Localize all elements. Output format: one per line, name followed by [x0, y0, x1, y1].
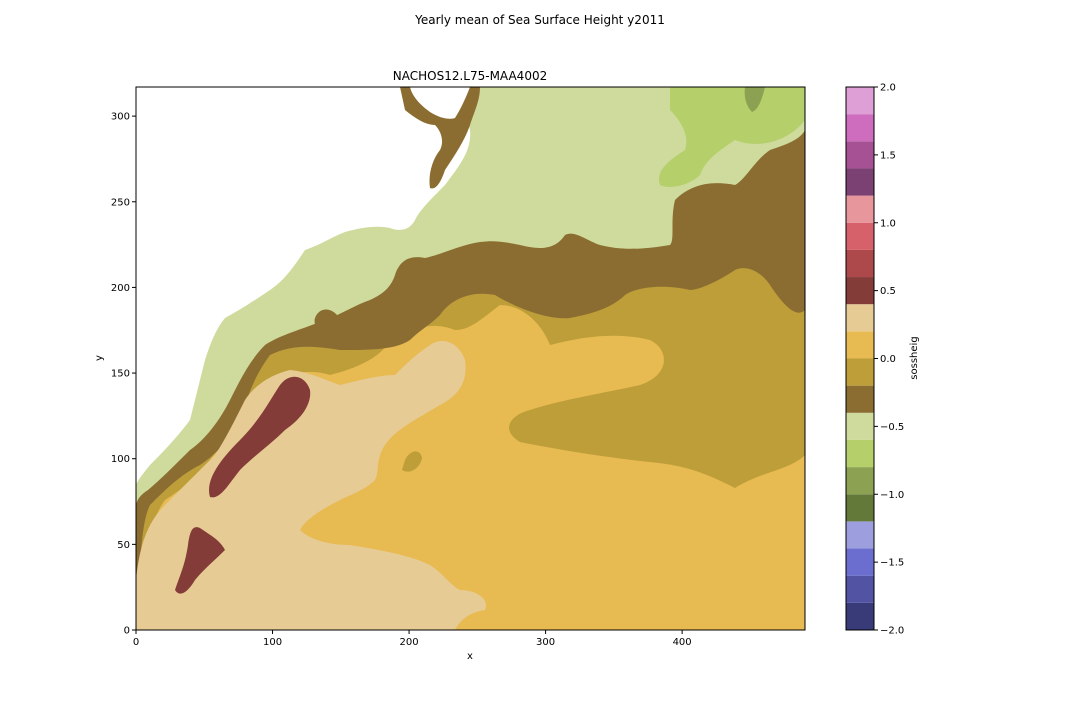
colorbar-segment — [846, 168, 874, 196]
y-tick-label: 150 — [111, 369, 130, 380]
colorbar-tick-label: −1.0 — [880, 490, 904, 501]
x-tick-label: 200 — [400, 637, 419, 648]
colorbar-segment — [846, 222, 874, 250]
colorbar-segment — [846, 494, 874, 522]
y-tick-label: 50 — [117, 540, 130, 551]
plot-frame — [135, 86, 806, 631]
land-mask — [136, 87, 480, 485]
field-warm-core — [136, 340, 486, 630]
colorbar-label: sossheig — [909, 336, 920, 379]
colorbar-segment — [846, 467, 874, 495]
colorbar-tick-label: 0.5 — [880, 286, 896, 297]
field-north-east-shelf-deep — [744, 87, 765, 112]
colorbar-tick-label: 2.0 — [880, 83, 896, 94]
y-tick-label: 250 — [111, 197, 130, 208]
x-tick-label: 400 — [673, 637, 692, 648]
x-tick-label: 0 — [133, 637, 139, 648]
y-tick-label: 0 — [124, 626, 130, 637]
land-peninsula-inner — [410, 87, 470, 119]
figure-suptitle: Yearly mean of Sea Surface Height y2011 — [414, 13, 665, 27]
land-peninsula — [400, 87, 480, 189]
y-tick-label: 300 — [111, 112, 130, 123]
colorbar-tick-label: 0.0 — [880, 354, 896, 365]
colorbar-tick-label: 1.5 — [880, 150, 896, 161]
colorbar-tick-label: 1.0 — [880, 218, 896, 229]
colorbar-segment — [846, 412, 874, 440]
x-tick-label: 300 — [536, 637, 555, 648]
field-max-eddy-south — [175, 527, 225, 594]
heatmap-plot — [136, 87, 805, 630]
x-axis: 0 100 200 300 400 — [133, 630, 692, 648]
colorbar-segment — [846, 114, 874, 142]
y-tick-label: 100 — [111, 454, 130, 465]
x-tick-label: 100 — [263, 637, 282, 648]
colorbar-tick-label: −2.0 — [880, 626, 904, 637]
field-north-east-shelf — [659, 87, 805, 187]
y-axis-label: y — [94, 355, 105, 361]
colorbar-segment — [846, 358, 874, 386]
colorbar-segment — [846, 439, 874, 468]
chart-title: NACHOS12.L75-MAA4002 — [393, 69, 547, 83]
y-axis: 0 50 100 150 200 250 300 — [111, 112, 136, 637]
colorbar-segment — [846, 575, 874, 603]
colorbar-segment — [846, 548, 874, 576]
colorbar-segment — [846, 141, 874, 169]
colorbar: 2.0 1.5 1.0 0.5 0.0 −0.5 −1.0 −1.5 −2.0 — [845, 83, 904, 637]
colorbar-segment — [846, 87, 874, 115]
colorbar-segment — [846, 521, 874, 549]
colorbar-segment — [846, 385, 874, 413]
colorbar-segment — [846, 277, 874, 305]
x-axis-label: x — [467, 651, 473, 662]
field-max-eddy-north — [209, 376, 311, 498]
colorbar-segment — [846, 602, 874, 630]
colorbar-segment — [846, 249, 874, 278]
field-sargasso-inset — [402, 451, 422, 472]
field-inshore-eddy — [314, 309, 341, 338]
y-tick-label: 200 — [111, 283, 130, 294]
colorbar-segment — [846, 304, 874, 332]
colorbar-segment — [846, 195, 874, 223]
colorbar-tick-label: −1.5 — [880, 558, 904, 569]
colorbar-tick-label: −0.5 — [880, 422, 904, 433]
colorbar-segment — [846, 331, 874, 359]
